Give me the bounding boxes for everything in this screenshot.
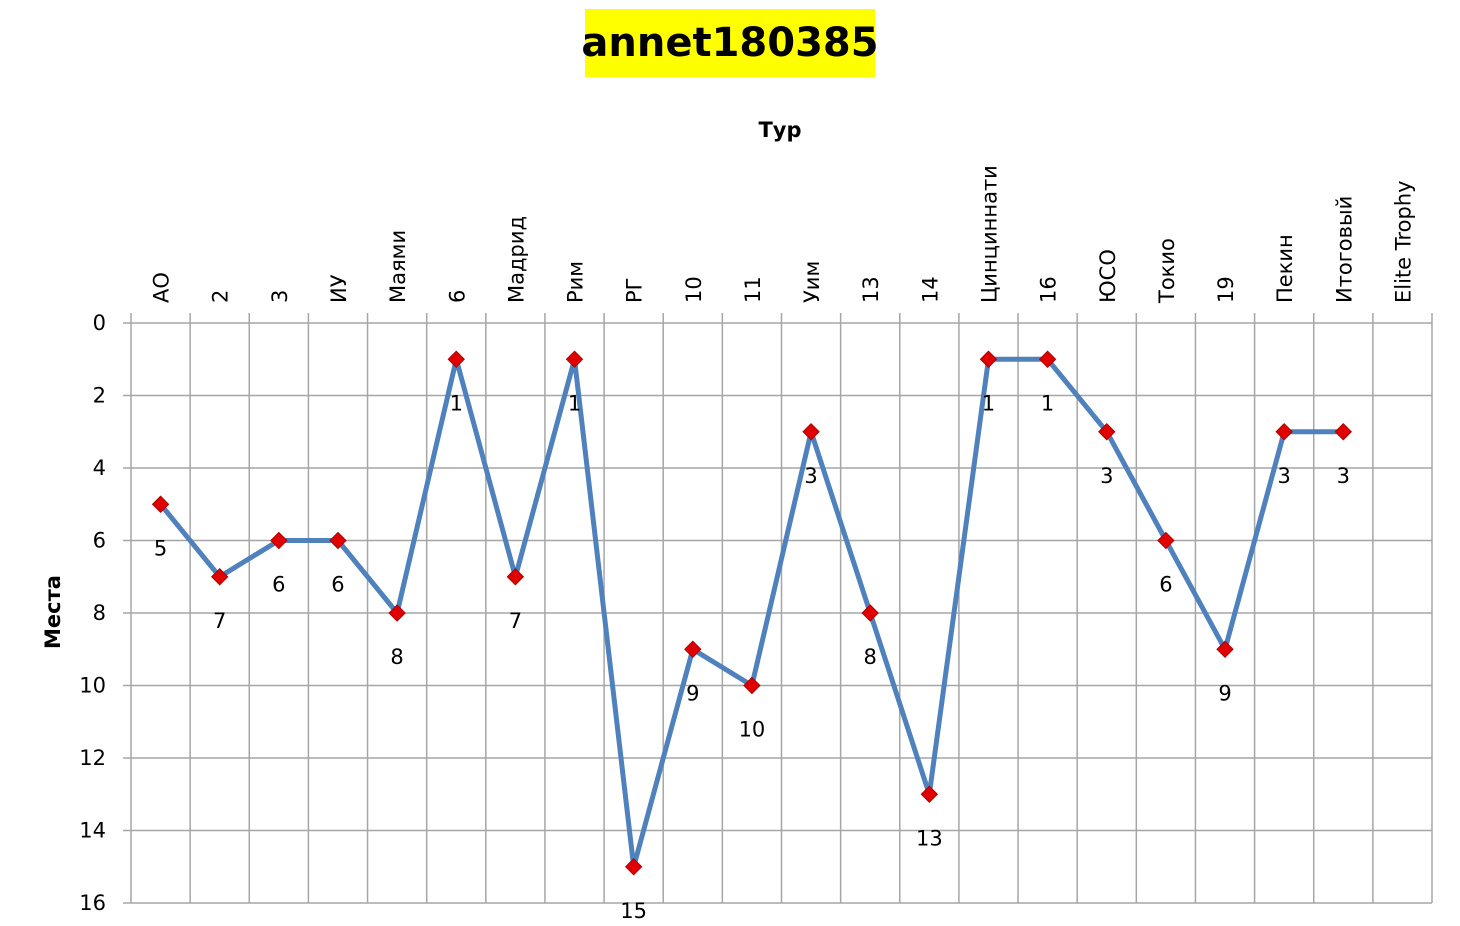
- data-label: 3: [1277, 464, 1290, 488]
- x-tick-label: Маями: [386, 230, 410, 303]
- y-tick-label: 10: [79, 674, 106, 698]
- data-marker: [506, 568, 525, 586]
- y-tick-label: 16: [79, 891, 106, 915]
- data-marker: [624, 858, 643, 876]
- data-label: 10: [739, 718, 766, 742]
- x-tick-label: ИУ: [327, 274, 351, 303]
- x-tick-label: ЮСО: [1096, 249, 1120, 303]
- x-tick-label: РГ: [623, 278, 647, 303]
- x-tick-label: 14: [918, 276, 942, 303]
- data-label: 3: [804, 464, 817, 488]
- data-label: 8: [864, 645, 877, 669]
- data-label: 6: [331, 573, 344, 597]
- data-label: 3: [1100, 464, 1113, 488]
- data-label: 6: [1159, 573, 1172, 597]
- data-marker: [1275, 423, 1293, 441]
- chart-title-box: annet180385: [581, 9, 879, 77]
- data-marker: [210, 568, 229, 586]
- data-label: 13: [916, 826, 943, 850]
- y-tick-label: 12: [79, 746, 106, 770]
- data-marker: [1216, 640, 1234, 658]
- data-marker: [270, 531, 288, 550]
- x-tick-label: Уим: [800, 261, 824, 303]
- data-marker: [329, 531, 347, 550]
- data-marker: [979, 350, 998, 368]
- x-tick-label: Elite Trophy: [1391, 180, 1415, 303]
- data-marker: [1334, 423, 1353, 441]
- data-marker: [920, 785, 939, 803]
- x-tick-labels: АО 2 3 ИУ Маями 6 Мадрид Рим РГ 10 11 Уим 13 14 Цинцин…: [150, 165, 1416, 304]
- y-tick-label: 0: [93, 311, 106, 335]
- x-tick-label: 6: [445, 290, 469, 303]
- x-tick-label: Мадрид: [504, 216, 528, 303]
- data-marker: [1098, 423, 1116, 441]
- x-tick-label: Рим: [564, 261, 588, 303]
- data-marker: [802, 423, 820, 441]
- y-tick-label: 2: [93, 384, 106, 408]
- data-label: 15: [620, 899, 647, 923]
- chart-title: annet180385: [581, 20, 879, 66]
- data-label: 1: [568, 391, 581, 415]
- data-marker: [861, 604, 879, 622]
- x-tick-label: 2: [209, 290, 233, 303]
- data-marker: [447, 350, 465, 368]
- data-label: 8: [390, 645, 403, 669]
- data-label: 7: [509, 609, 522, 633]
- x-tick-label: 11: [741, 276, 765, 303]
- data-label: 1: [450, 391, 463, 415]
- x-tick-label: АО: [150, 272, 174, 303]
- x-tick-label: Токио: [1155, 238, 1179, 304]
- y-tick-label: 6: [93, 529, 106, 553]
- x-tick-label: Цинциннати: [977, 165, 1001, 303]
- x-tick-label: 16: [1037, 276, 1061, 303]
- data-label: 1: [982, 391, 995, 415]
- y-tick-labels: 0 2 4 6 8 10 12 14 16: [79, 311, 106, 915]
- data-marker: [151, 495, 170, 513]
- data-label: 1: [1041, 391, 1054, 415]
- data-marker: [1157, 531, 1175, 550]
- data-markers: [151, 350, 1353, 876]
- x-tick-label: 13: [859, 276, 883, 303]
- data-label: 3: [1337, 464, 1350, 488]
- data-label: 5: [154, 536, 167, 560]
- data-marker: [1038, 350, 1057, 368]
- y-tick-label: 4: [93, 456, 106, 480]
- data-marker: [684, 640, 702, 658]
- data-label: 6: [272, 573, 285, 597]
- x-tick-label: 10: [682, 276, 706, 303]
- data-marker: [743, 676, 761, 695]
- chart-grid: [123, 313, 1433, 904]
- data-marker: [388, 604, 406, 622]
- x-axis-label: Тур: [758, 118, 802, 142]
- data-label: 9: [686, 681, 699, 705]
- x-tick-label: Итоговый: [1332, 196, 1356, 303]
- x-tick-label: 19: [1214, 276, 1238, 303]
- x-tick-label: Пекин: [1273, 234, 1297, 303]
- data-marker: [565, 350, 584, 368]
- y-tick-label: 14: [79, 819, 106, 843]
- x-tick-label: 3: [268, 290, 292, 303]
- data-label: 7: [213, 609, 226, 633]
- y-tick-label: 8: [93, 601, 106, 625]
- data-label: 9: [1218, 681, 1231, 705]
